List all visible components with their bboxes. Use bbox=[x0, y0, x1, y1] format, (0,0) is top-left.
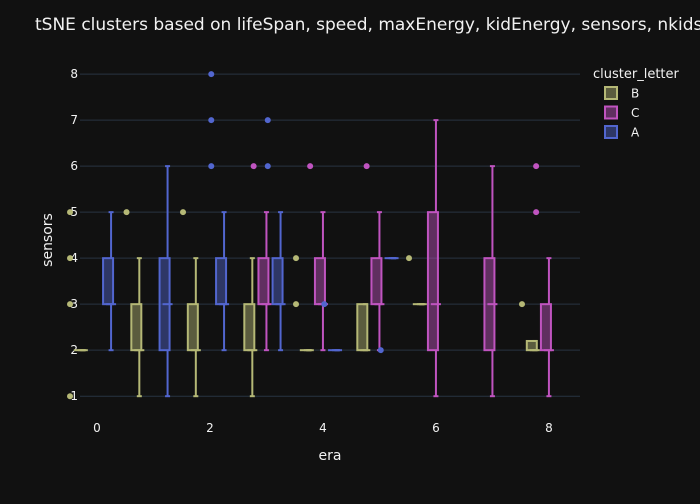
x-tick-label: 2 bbox=[206, 421, 214, 435]
outlier-point bbox=[67, 255, 73, 261]
outlier-point bbox=[293, 255, 299, 261]
outlier-point bbox=[124, 209, 130, 215]
legend-label: C bbox=[631, 106, 639, 120]
legend-label: B bbox=[631, 87, 639, 101]
outlier-point bbox=[208, 163, 214, 169]
box-rect bbox=[273, 258, 283, 304]
outlier-point bbox=[321, 301, 327, 307]
box-rect bbox=[188, 304, 198, 350]
box-rect bbox=[258, 258, 268, 304]
outlier-point bbox=[307, 163, 313, 169]
outlier-point bbox=[364, 163, 370, 169]
outlier-point bbox=[67, 209, 73, 215]
box-rect bbox=[216, 258, 226, 304]
box-rect bbox=[428, 212, 438, 350]
legend-label: A bbox=[631, 126, 640, 140]
outlier-point bbox=[180, 209, 186, 215]
legend-swatch bbox=[605, 126, 617, 138]
outlier-point bbox=[265, 163, 271, 169]
box-rect bbox=[371, 258, 381, 304]
outlier-point bbox=[293, 301, 299, 307]
outlier-point bbox=[208, 71, 214, 77]
x-tick-label: 4 bbox=[319, 421, 327, 435]
legend-swatch bbox=[605, 107, 617, 119]
outlier-point bbox=[265, 117, 271, 123]
box-rect bbox=[103, 258, 113, 304]
box-rect bbox=[357, 304, 367, 350]
legend-title: cluster_letter bbox=[593, 67, 680, 82]
x-axis-label: era bbox=[319, 448, 342, 464]
outlier-point bbox=[406, 255, 412, 261]
outlier-point bbox=[533, 163, 539, 169]
box-rect bbox=[131, 304, 141, 350]
x-tick-label: 0 bbox=[93, 421, 101, 435]
outlier-point bbox=[251, 163, 257, 169]
outlier-point bbox=[519, 301, 525, 307]
y-tick-label: 7 bbox=[70, 113, 78, 127]
outlier-point bbox=[67, 301, 73, 307]
box-rect bbox=[541, 304, 551, 350]
outlier-point bbox=[208, 117, 214, 123]
y-axis-label: sensors bbox=[40, 213, 56, 267]
x-tick-label: 8 bbox=[545, 421, 553, 435]
box-rect bbox=[315, 258, 325, 304]
box-rect bbox=[244, 304, 254, 350]
y-tick-label: 8 bbox=[70, 67, 78, 81]
box-rect bbox=[527, 341, 537, 350]
x-tick-label: 6 bbox=[432, 421, 440, 435]
outlier-point bbox=[67, 393, 73, 399]
legend-swatch bbox=[605, 87, 617, 99]
outlier-point bbox=[533, 209, 539, 215]
outlier-point bbox=[378, 347, 384, 353]
y-tick-label: 6 bbox=[70, 159, 78, 173]
chart-title: tSNE clusters based on lifeSpan, speed, … bbox=[35, 15, 700, 35]
